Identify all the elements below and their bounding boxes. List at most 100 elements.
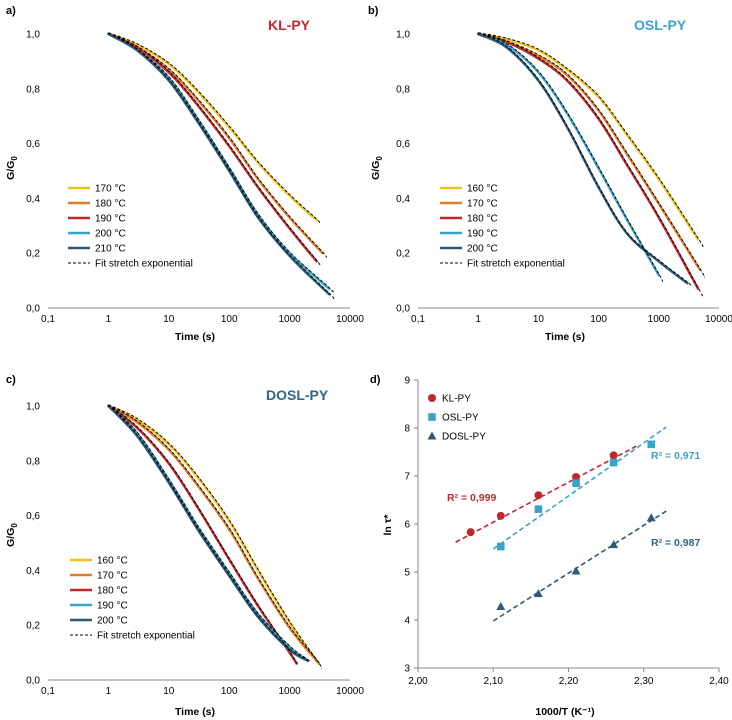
panel-a-xlabel: Time (s): [175, 331, 215, 343]
series-line-160c: [477, 32, 700, 241]
fit-line-180c: [108, 404, 298, 666]
data-point-osl-py: [647, 440, 656, 449]
panel-b-ylabel: G/G0: [370, 156, 384, 180]
trend-line-osl-py: [492, 426, 667, 550]
y-tick-label: 7: [404, 472, 410, 483]
legend-marker: [428, 394, 436, 402]
trend-line-kl-py: [455, 445, 637, 543]
fit-line-180c: [478, 32, 704, 298]
panel-c-label: c): [6, 374, 16, 386]
y-tick-label: 0,4: [26, 566, 40, 577]
panel-b-label: b): [368, 5, 379, 17]
y-tick-label: 4: [404, 616, 410, 627]
x-tick-label: 100: [590, 314, 607, 325]
series-line-200c: [107, 32, 331, 290]
x-tick-label: 1000: [278, 314, 301, 325]
data-point-osl-py: [572, 479, 580, 487]
legend-fit-label: Fit stretch exponential: [97, 631, 195, 642]
legend-label: 200 °C: [97, 616, 128, 627]
panel-b: b) OSL-PY G/G0 Time (s) 0,1 1 10 100 1000 100…: [368, 5, 732, 343]
y-tick-label: 0,6: [26, 511, 40, 522]
fit-line-180c: [108, 32, 327, 258]
legend-label: 160 °C: [97, 556, 128, 567]
fit-line-190c: [478, 32, 664, 282]
legend-marker: [427, 431, 437, 440]
fit-line-160c: [108, 404, 323, 669]
fit-line-200c: [108, 404, 311, 663]
data-point-osl-py: [609, 458, 618, 467]
fit-line-210c: [108, 32, 335, 300]
series-line-190c: [107, 404, 309, 662]
x-tick-label: 1: [106, 314, 112, 325]
data-point-dosl-py: [533, 589, 543, 598]
legend-fit-label: Fit stretch exponential: [467, 259, 565, 270]
y-tick-label: 0,0: [26, 304, 40, 315]
panel-d-ylabel: ln τ*: [382, 514, 394, 536]
x-tick-label: 10: [163, 686, 175, 697]
fit-line-170c: [108, 32, 321, 224]
y-tick-label: 9: [404, 376, 410, 387]
y-tick-label: 5: [404, 568, 410, 579]
legend-label: DOSL-PY: [442, 432, 486, 443]
series-line-200c: [477, 32, 689, 285]
legend-fit-label: Fit stretch exponential: [95, 259, 193, 270]
panel-a-label: a): [6, 5, 16, 17]
series-line-180c: [477, 32, 700, 290]
x-tick-label: 10: [163, 314, 175, 325]
series-line-190c: [477, 32, 660, 277]
panel-d: d) ln τ* 1000/T (K⁻¹) 2,00 2,10 2,20 2,30 2,…: [370, 374, 729, 718]
data-point-kl-py: [496, 511, 505, 520]
y-tick-label: 0,8: [396, 84, 410, 95]
panel-a: a) KL-PY G/G0 Time (s) 0,1 1 10 100 1000 1000…: [5, 5, 364, 343]
y-tick-label: 0,2: [396, 249, 410, 260]
panel-b-legend: 160 °C 170 °C 180 °C 190 °C 200 °C Fit stretc…: [440, 184, 565, 270]
data-point-dosl-py: [496, 602, 506, 611]
x-tick-label: 2,00: [408, 676, 428, 687]
panel-d-xlabel: 1000/T (K⁻¹): [535, 706, 594, 718]
data-point-kl-py: [534, 491, 543, 500]
y-tick-label: 8: [404, 424, 410, 435]
panel-c-ylabel: G/G0: [5, 523, 19, 547]
y-tick-label: 0,6: [396, 139, 410, 150]
y-tick-label: 3: [404, 664, 410, 675]
series-line-170c: [107, 404, 318, 662]
trend-line-dosl-py: [492, 510, 667, 622]
x-tick-label: 0,1: [41, 686, 55, 697]
x-tick-label: 1000: [648, 314, 671, 325]
fit-line-200c: [108, 32, 335, 294]
panel-c-legend: 160 °C 170 °C 180 °C 190 °C 200 °C Fit stretc…: [70, 556, 195, 642]
x-tick-label: 100: [221, 314, 238, 325]
y-tick-label: 0,4: [396, 194, 410, 205]
legend-label: 200 °C: [95, 229, 126, 240]
x-tick-label: 2,20: [559, 676, 579, 687]
legend-label: 210 °C: [95, 244, 126, 255]
y-tick-label: 0,8: [26, 456, 40, 467]
r2-label-osl-py: R² = 0,971: [651, 450, 700, 462]
legend-label: 180 °C: [95, 199, 126, 210]
series-line-200c: [107, 404, 309, 662]
x-tick-label: 1: [106, 686, 112, 697]
r2-label-kl-py: R² = 0,999: [447, 492, 496, 504]
series-line-210c: [107, 32, 331, 296]
r2-label-dosl-py: R² = 0,987: [651, 537, 700, 549]
y-tick-label: 0,8: [26, 84, 40, 95]
legend-label: 170 °C: [97, 571, 128, 582]
x-tick-label: 0,1: [41, 314, 55, 325]
panel-d-label: d): [370, 374, 381, 386]
data-point-osl-py: [534, 505, 543, 513]
x-tick-label: 10000: [705, 314, 732, 325]
x-tick-label: 100: [221, 686, 238, 697]
y-tick-label: 0,0: [26, 676, 40, 687]
legend-label: 170 °C: [95, 184, 126, 195]
legend-label: KL-PY: [442, 394, 471, 405]
data-point-dosl-py: [646, 513, 656, 522]
fit-line-200c: [477, 32, 692, 287]
data-point-osl-py: [496, 542, 505, 551]
series-line-180c: [107, 32, 324, 255]
panel-a-ylabel: G/G0: [5, 156, 19, 180]
fit-line-190c: [108, 404, 311, 663]
series-line-190c: [107, 32, 318, 263]
x-tick-label: 1000: [278, 686, 301, 697]
y-tick-label: 1,0: [396, 30, 410, 41]
